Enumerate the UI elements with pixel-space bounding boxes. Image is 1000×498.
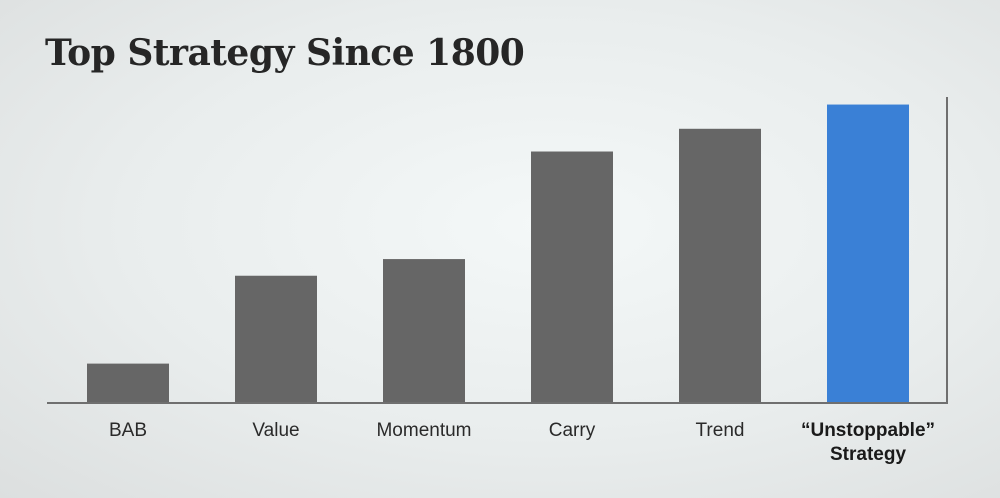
x-tick-label: Carry	[549, 420, 596, 441]
x-tick-label-line: “Unstoppable”	[801, 420, 935, 441]
bar-3	[383, 259, 465, 403]
x-tick-label: Momentum	[376, 420, 471, 441]
tick-labels-group: BAB Value Momentum Carry Trend “Unstoppable” S…	[109, 420, 935, 465]
bar-2	[235, 275, 317, 403]
chart-title: Top Strategy Since 1800	[45, 32, 525, 74]
bar-4	[531, 151, 613, 403]
x-tick-label-line: Carry	[549, 420, 596, 441]
x-tick-label: Trend	[696, 420, 745, 441]
x-tick-label-line: Value	[252, 420, 299, 441]
bar-6	[827, 104, 909, 404]
x-tick-label: Value	[252, 420, 299, 441]
bars-group	[87, 104, 909, 404]
x-tick-label: “Unstoppable” Strategy	[801, 420, 935, 465]
axes-group	[47, 97, 948, 404]
bar-1	[87, 363, 169, 403]
x-tick-label-line: Momentum	[376, 420, 471, 441]
x-tick-label: BAB	[109, 420, 147, 441]
x-tick-label-line: Trend	[696, 420, 745, 441]
x-tick-label-line: Strategy	[830, 444, 906, 465]
x-tick-label-line: BAB	[109, 420, 147, 441]
bar-5	[679, 128, 761, 403]
